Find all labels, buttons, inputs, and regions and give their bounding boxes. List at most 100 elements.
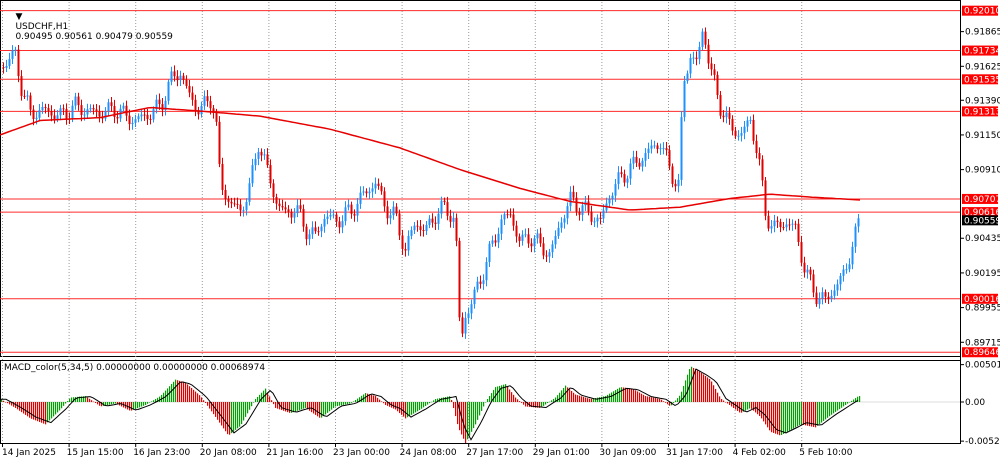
macd-bar [585,397,587,402]
candle-body [434,222,437,224]
time-tick-label: 4 Feb 02:00 [733,448,787,458]
macd-bar [465,402,467,443]
macd-bar [511,392,513,402]
candle-body [518,236,521,241]
macd-bar [773,402,775,433]
candle-body [833,290,836,296]
macd-bar [63,402,65,406]
macd-bar [469,402,471,436]
candle-body [542,243,545,256]
candle-body [743,126,746,134]
candle-body [587,201,590,212]
macd-bar [515,397,517,402]
macd-bar [499,385,501,402]
macd-bar [727,402,729,404]
macd-bar [225,402,227,432]
price-tick-label: 0.91625 [965,62,1000,72]
candle-body [299,205,302,209]
candle-body [392,206,395,216]
macd-bar [799,402,801,425]
macd-bar [713,385,715,402]
candle-body [350,204,353,214]
candle-body [812,274,815,293]
candle-body [533,238,536,247]
macd-bar [55,402,57,415]
macd-bar [715,388,717,402]
symbol-header[interactable]: ▼ USDCHF,H1 0.90495 0.90561 0.90479 0.90… [4,2,173,52]
ohlc-values: 0.90495 0.90561 0.90479 0.90559 [15,32,173,42]
candle-body [236,203,239,205]
macd-bar [373,395,375,402]
macd-bar [635,390,637,402]
macd-bar [765,402,767,425]
macd-bar [769,402,771,431]
candle-body [326,216,329,219]
macd-bar [555,397,557,402]
macd-bar [645,396,647,402]
macd-bar [51,402,53,419]
macd-bar [687,374,689,402]
candle-body [227,199,230,202]
macd-bar [489,396,491,402]
time-tick-label: 14 Jan 2025 [2,448,56,458]
macd-bar [525,402,527,407]
macd-bar [247,402,249,414]
macd-bar [59,402,61,411]
candle-body [221,163,224,190]
candle-body [245,201,248,211]
macd-bar [455,402,457,417]
candle-body [524,234,527,236]
time-tick-label: 29 Jan 01:00 [533,448,590,458]
candle-body [338,221,341,228]
candle-body [269,165,272,184]
candle-body [5,65,8,68]
macd-bar [547,402,549,404]
candle-body [362,191,365,193]
candle-body [539,233,542,244]
macd-bar [57,402,59,413]
candle-body [689,58,692,74]
macd-bar [491,393,493,402]
candle-body [407,235,410,251]
candle-body [608,199,611,204]
macd-bar [581,396,583,402]
macd-bar [667,402,669,405]
macd-bar [213,402,215,415]
candle-body [503,214,506,220]
candle-body [131,122,134,125]
candle-body [287,209,290,212]
candle-body [11,49,14,59]
candle-body [695,57,698,60]
macd-bar [743,402,745,412]
candle-body [305,226,308,240]
time-tick-label: 5 Feb 10:00 [799,448,853,458]
macd-bar [189,386,191,402]
macd-bar [553,398,555,402]
macd-bar [595,398,597,402]
candle-body [440,200,443,214]
horizontal-levels[interactable] [0,10,960,353]
macd-bar [771,402,773,433]
macd-bar [87,397,89,402]
caret-down-icon[interactable]: ▼ [15,12,23,22]
candle-body [281,205,284,208]
macd-axis-labels: 0.00501236 0.00 -0.00524989 [960,361,1000,447]
candle-body [41,106,44,111]
candle-body [464,317,467,334]
macd-bar [251,402,253,407]
macd-bar [343,402,345,405]
candle-body [857,218,860,227]
candle-body [122,105,125,109]
candle-body [680,117,683,180]
candle-body [212,108,215,113]
candle-body [791,223,794,225]
macd-bar [159,396,161,402]
macd-bar [201,397,203,402]
macd-bar [665,402,667,403]
macd-bar [389,402,391,407]
macd-bar [105,402,107,406]
macd-bar [711,381,713,402]
macd-bar [81,396,83,402]
